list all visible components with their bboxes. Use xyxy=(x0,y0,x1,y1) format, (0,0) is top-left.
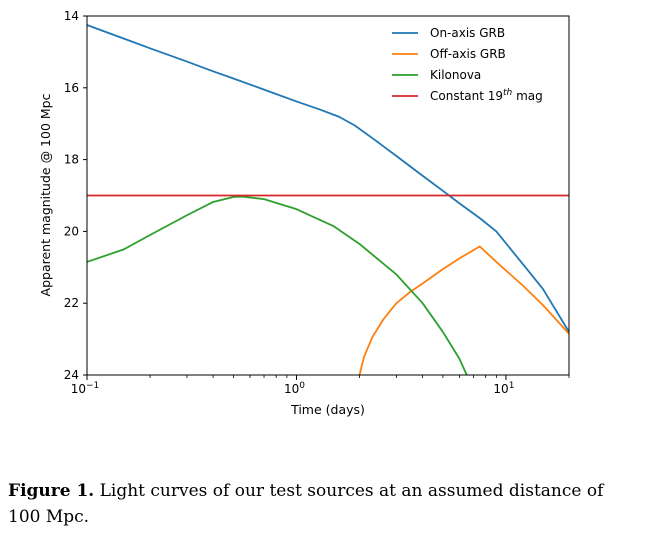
legend: On-axis GRB Off-axis GRB Kilonova Constant … xyxy=(392,26,543,103)
legend-label: On-axis GRB xyxy=(430,26,505,40)
legend-label-superscript: th xyxy=(503,88,513,98)
legend-label-end: mag xyxy=(512,89,542,103)
x-axis-title: Time (days) xyxy=(290,402,365,417)
legend-label: Off-axis GRB xyxy=(430,47,506,61)
legend-label: Kilonova xyxy=(430,68,481,82)
y-tick-label: 14 xyxy=(64,9,79,23)
y-tick-label: 24 xyxy=(64,368,79,382)
series-layer xyxy=(87,24,569,375)
series-line-1 xyxy=(87,24,569,333)
legend-label: Constant 19th mag xyxy=(430,88,543,103)
caption-label: Figure 1. xyxy=(8,481,95,501)
legend-label-main: Constant 19 xyxy=(430,89,503,103)
y-tick-label: 22 xyxy=(64,296,79,310)
plot-frame xyxy=(86,15,570,376)
series-line-3 xyxy=(87,195,468,375)
x-tick-label: 100 xyxy=(284,381,305,396)
x-tick-exponent: 1 xyxy=(509,381,515,391)
x-tick-label: 101 xyxy=(493,381,514,396)
y-axis-title: Apparent magnitude @ 100 Mpc xyxy=(38,93,53,296)
y-tick-label: 16 xyxy=(64,81,79,95)
y-tick-label: 20 xyxy=(64,224,79,238)
x-tick-exponent: −1 xyxy=(86,381,99,391)
y-tick-label: 18 xyxy=(64,153,79,167)
figure-caption: Figure 1. Light curves of our test sourc… xyxy=(8,478,636,530)
series-line-2 xyxy=(358,245,569,375)
x-tick-exponent: 0 xyxy=(299,381,305,391)
caption-text: Light curves of our test sources at an a… xyxy=(8,481,604,527)
x-tick-label: 10−1 xyxy=(71,381,100,396)
